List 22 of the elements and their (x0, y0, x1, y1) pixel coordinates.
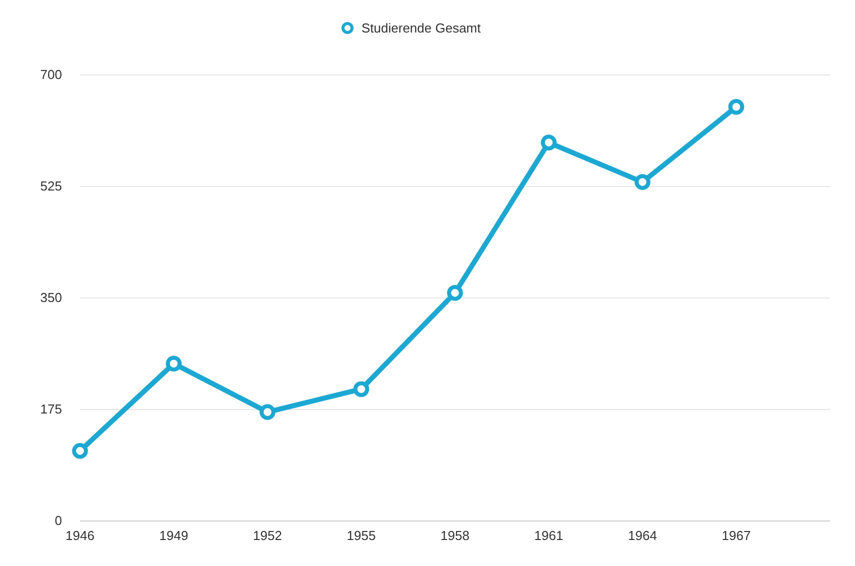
x-tick-label: 1955 (346, 528, 376, 543)
y-tick-label: 175 (40, 402, 62, 416)
y-tick-label: 700 (40, 67, 62, 82)
point (260, 404, 276, 420)
point (72, 443, 88, 459)
x-tick-label: 1946 (66, 528, 94, 543)
legend-label: Studierende Gesamt (362, 20, 482, 36)
point (634, 174, 650, 190)
y-tick-label: 525 (40, 178, 62, 194)
point (447, 285, 463, 301)
point (353, 381, 370, 398)
y-tick-label: 350 (40, 290, 62, 305)
x-tick-label: 1961 (534, 528, 564, 543)
x-tick-label: 1958 (440, 528, 470, 543)
x-tick-label: 1967 (722, 528, 751, 543)
x-tick-label: 1949 (159, 528, 188, 543)
point (540, 134, 557, 150)
x-tick-label: 1964 (628, 528, 657, 543)
x-tick-label: 1952 (253, 528, 282, 543)
point (166, 356, 182, 372)
point (728, 98, 744, 115)
y-tick-label: 0 (54, 513, 62, 528)
